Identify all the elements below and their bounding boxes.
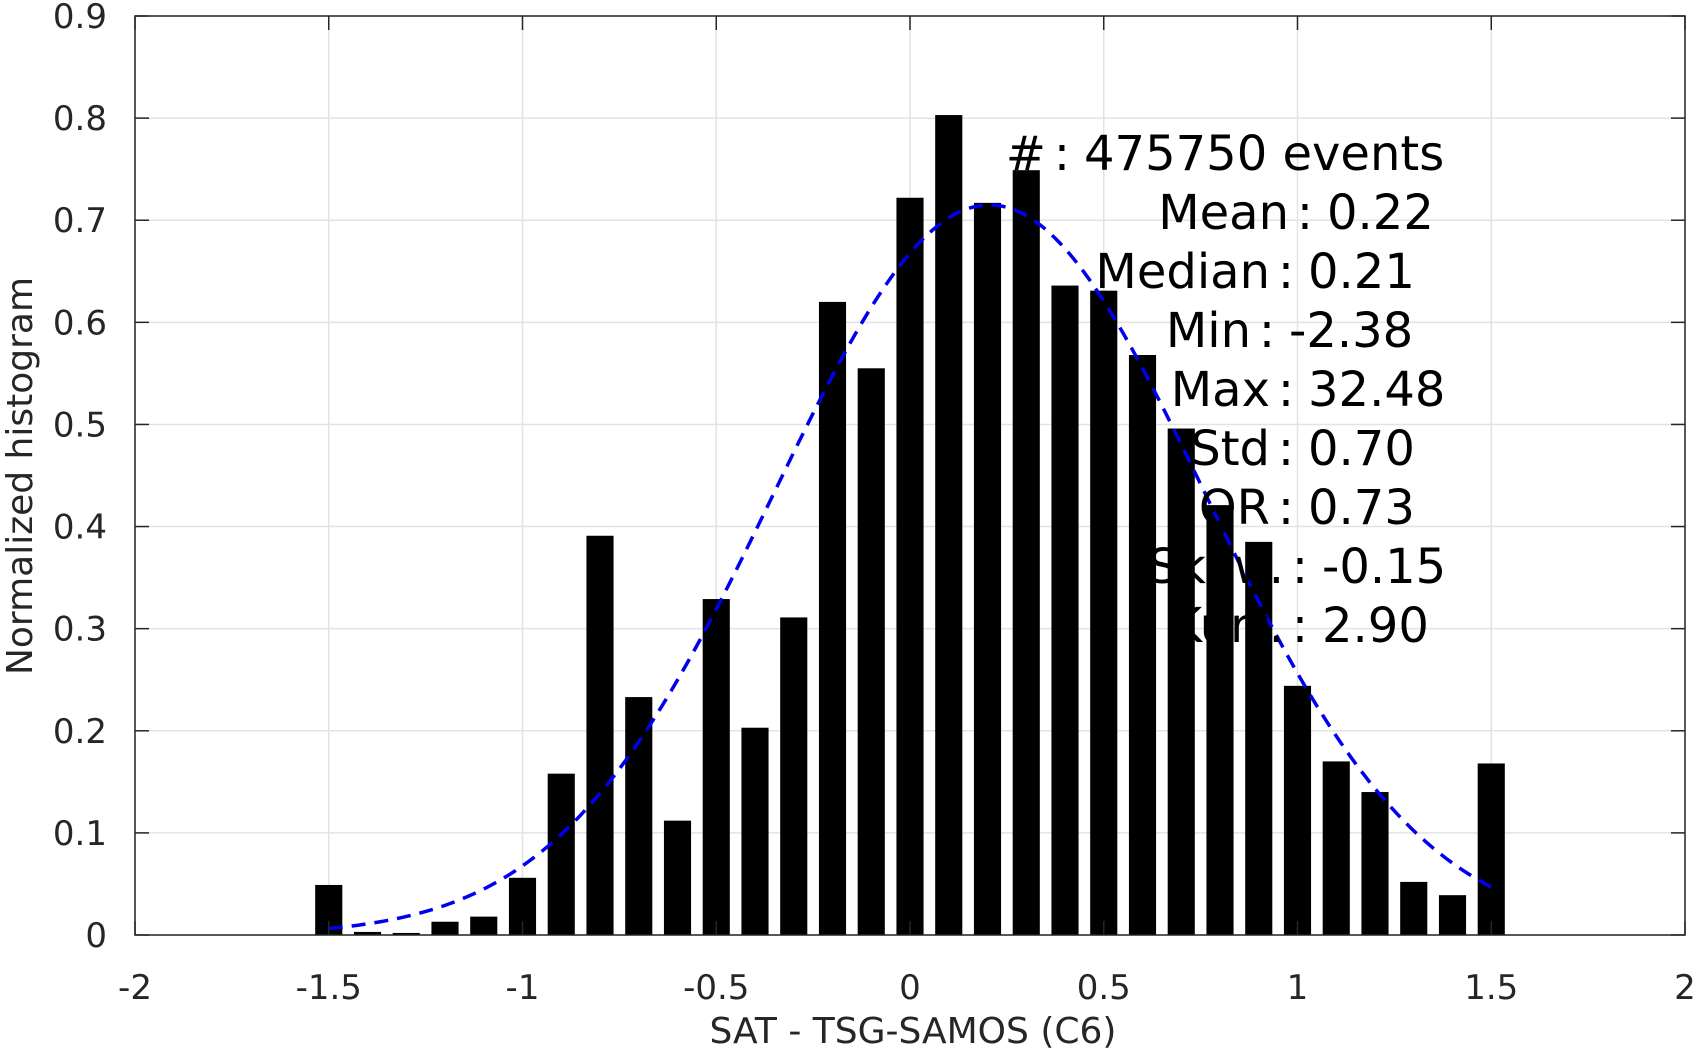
stat-separator-2: : bbox=[1278, 244, 1294, 300]
stat-label-8: Kurt. bbox=[1171, 598, 1284, 654]
stat-separator-1: : bbox=[1297, 185, 1313, 241]
x-tick-label-6: 1 bbox=[1287, 968, 1309, 1008]
histogram-bar-23 bbox=[1206, 505, 1234, 935]
stat-value-6: 0.73 bbox=[1308, 480, 1415, 536]
stat-separator-5: : bbox=[1278, 421, 1294, 477]
histogram-bar-19 bbox=[1051, 285, 1079, 935]
histogram-bar-26 bbox=[1322, 761, 1350, 935]
histogram-bar-12 bbox=[780, 617, 808, 935]
stat-value-8: 2.90 bbox=[1322, 598, 1429, 654]
histogram-bar-3 bbox=[431, 921, 459, 935]
stat-value-3: -2.38 bbox=[1289, 303, 1413, 359]
histogram-bar-1 bbox=[353, 931, 382, 935]
histogram-bars bbox=[315, 115, 1505, 936]
histogram-bar-14 bbox=[857, 368, 885, 935]
stat-separator-0: : bbox=[1054, 126, 1070, 182]
histogram-bar-16 bbox=[935, 115, 963, 935]
y-tick-label-3: 0.3 bbox=[53, 610, 107, 650]
histogram-bar-2 bbox=[392, 932, 420, 935]
stat-separator-8: : bbox=[1292, 598, 1308, 654]
histogram-bar-22 bbox=[1167, 428, 1195, 935]
x-axis-ticks: -2 -1.5 -1 -0.5 0 0.5 1 1.5 2 bbox=[118, 16, 1696, 1008]
y-axis-ticks: 0 0.1 0.2 0.3 0.4 0.5 0.6 0.7 0.8 0.9 bbox=[53, 0, 1685, 956]
x-tick-label-2: -1 bbox=[506, 968, 540, 1008]
stat-label-6: IQR bbox=[1185, 480, 1270, 536]
stat-value-1: 0.22 bbox=[1327, 185, 1434, 241]
stat-label-2: Median bbox=[1095, 244, 1270, 300]
histogram-bar-8 bbox=[625, 697, 653, 935]
y-axis-label: Normalized histogram bbox=[0, 277, 41, 675]
histogram-bar-6 bbox=[547, 773, 575, 935]
y-tick-label-9: 0.9 bbox=[53, 0, 107, 37]
x-tick-label-7: 1.5 bbox=[1464, 968, 1518, 1008]
stat-separator-3: : bbox=[1259, 303, 1275, 359]
histogram-bar-9 bbox=[663, 820, 692, 935]
y-tick-label-4: 0.4 bbox=[53, 508, 107, 548]
histogram-bar-15 bbox=[896, 197, 924, 935]
y-tick-label-0: 0 bbox=[85, 916, 107, 956]
y-tick-label-7: 0.7 bbox=[53, 201, 107, 241]
stat-value-7: -0.15 bbox=[1322, 539, 1446, 595]
histogram-bar-25 bbox=[1283, 685, 1312, 935]
stat-label-4: Max bbox=[1171, 362, 1270, 418]
stat-separator-4: : bbox=[1278, 362, 1294, 418]
x-axis-label: SAT - TSG-SAMOS (C6) bbox=[710, 1011, 1117, 1052]
histogram-bar-21 bbox=[1128, 355, 1157, 935]
x-tick-label-4: 0 bbox=[899, 968, 921, 1008]
stat-separator-6: : bbox=[1278, 480, 1294, 536]
stat-label-3: Min bbox=[1166, 303, 1251, 359]
histogram-bar-13 bbox=[818, 301, 847, 935]
stat-label-7: Skew. bbox=[1148, 539, 1284, 595]
histogram-bar-18 bbox=[1012, 170, 1040, 936]
histogram-bar-30 bbox=[1477, 763, 1505, 935]
y-tick-label-5: 0.5 bbox=[53, 405, 107, 445]
histogram-bar-4 bbox=[470, 916, 498, 935]
y-tick-label-2: 0.2 bbox=[53, 712, 107, 752]
y-tick-label-1: 0.1 bbox=[53, 814, 107, 854]
stat-label-0: # bbox=[1006, 126, 1046, 182]
histogram-bar-27 bbox=[1361, 792, 1389, 935]
stat-separator-7: : bbox=[1292, 539, 1308, 595]
x-tick-label-0: -2 bbox=[118, 968, 152, 1008]
stat-label-5: Std bbox=[1190, 421, 1270, 477]
histogram-bar-7 bbox=[586, 535, 614, 935]
histogram-bar-20 bbox=[1090, 290, 1118, 935]
y-tick-label-6: 0.6 bbox=[53, 303, 107, 343]
y-tick-label-8: 0.8 bbox=[53, 99, 107, 139]
histogram-bar-17 bbox=[973, 202, 1002, 935]
stat-value-5: 0.70 bbox=[1308, 421, 1415, 477]
stat-value-2: 0.21 bbox=[1308, 244, 1415, 300]
histogram-bar-29 bbox=[1438, 895, 1467, 935]
stat-label-1: Mean bbox=[1158, 185, 1289, 241]
stat-value-0: 475750 events bbox=[1084, 126, 1444, 182]
x-tick-label-3: -0.5 bbox=[683, 968, 749, 1008]
x-tick-label-1: -1.5 bbox=[296, 968, 362, 1008]
histogram-bar-24 bbox=[1245, 541, 1273, 935]
x-tick-label-8: 2 bbox=[1674, 968, 1696, 1008]
histogram-bar-28 bbox=[1400, 881, 1428, 935]
histogram-bar-11 bbox=[741, 727, 769, 935]
stat-value-4: 32.48 bbox=[1308, 362, 1445, 418]
histogram-bar-10 bbox=[702, 599, 730, 935]
x-tick-label-5: 0.5 bbox=[1077, 968, 1131, 1008]
